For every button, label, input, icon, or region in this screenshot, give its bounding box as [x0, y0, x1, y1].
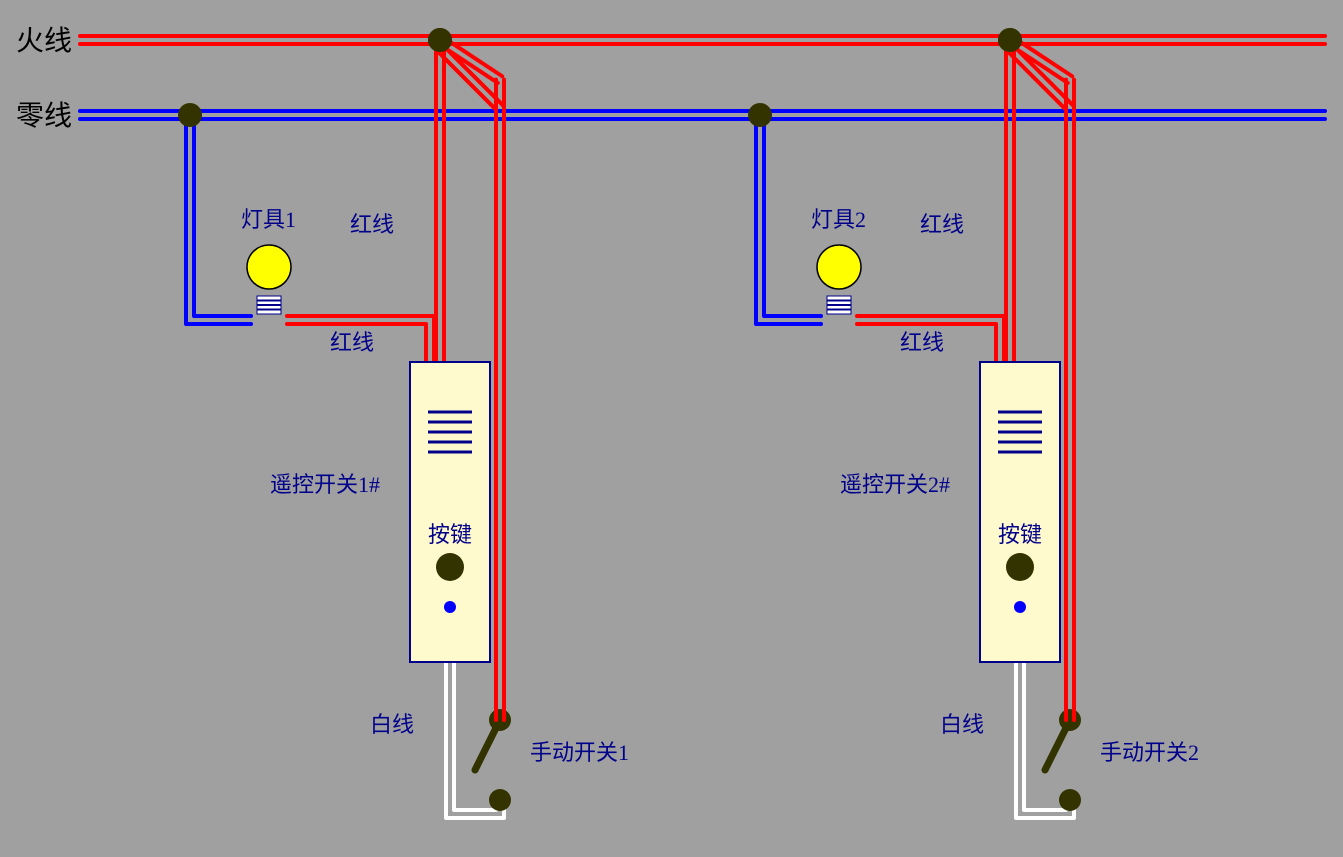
- remote-switch-box: [410, 362, 490, 662]
- manual-switch-lever[interactable]: [475, 720, 500, 770]
- remote-switch-button[interactable]: [436, 553, 464, 581]
- svg-text:红线: 红线: [920, 212, 964, 237]
- wiring-diagram: 火线零线按键灯具1红线红线遥控开关1#白线手动开关1按键灯具2红线红线遥控开关2…: [0, 0, 1343, 857]
- lamp-bulb-icon: [247, 245, 291, 289]
- svg-text:按键: 按键: [998, 522, 1042, 547]
- remote-switch-box: [980, 362, 1060, 662]
- manual-switch-lever[interactable]: [1045, 720, 1070, 770]
- svg-text:红线: 红线: [330, 330, 374, 355]
- svg-text:红线: 红线: [900, 330, 944, 355]
- svg-text:红线: 红线: [350, 212, 394, 237]
- svg-text:白线: 白线: [370, 712, 414, 737]
- indicator-led-icon: [1014, 601, 1026, 613]
- svg-text:灯具1: 灯具1: [241, 207, 296, 232]
- svg-text:灯具2: 灯具2: [811, 207, 866, 232]
- svg-text:手动开关1: 手动开关1: [530, 740, 629, 765]
- svg-text:零线: 零线: [16, 100, 72, 132]
- svg-text:火线: 火线: [16, 25, 72, 57]
- svg-text:手动开关2: 手动开关2: [1100, 740, 1199, 765]
- svg-text:遥控开关1#: 遥控开关1#: [270, 472, 380, 497]
- indicator-led-icon: [444, 601, 456, 613]
- lamp-bulb-icon: [817, 245, 861, 289]
- svg-text:白线: 白线: [940, 712, 984, 737]
- remote-switch-button[interactable]: [1006, 553, 1034, 581]
- svg-text:遥控开关2#: 遥控开关2#: [840, 472, 950, 497]
- svg-text:按键: 按键: [428, 522, 472, 547]
